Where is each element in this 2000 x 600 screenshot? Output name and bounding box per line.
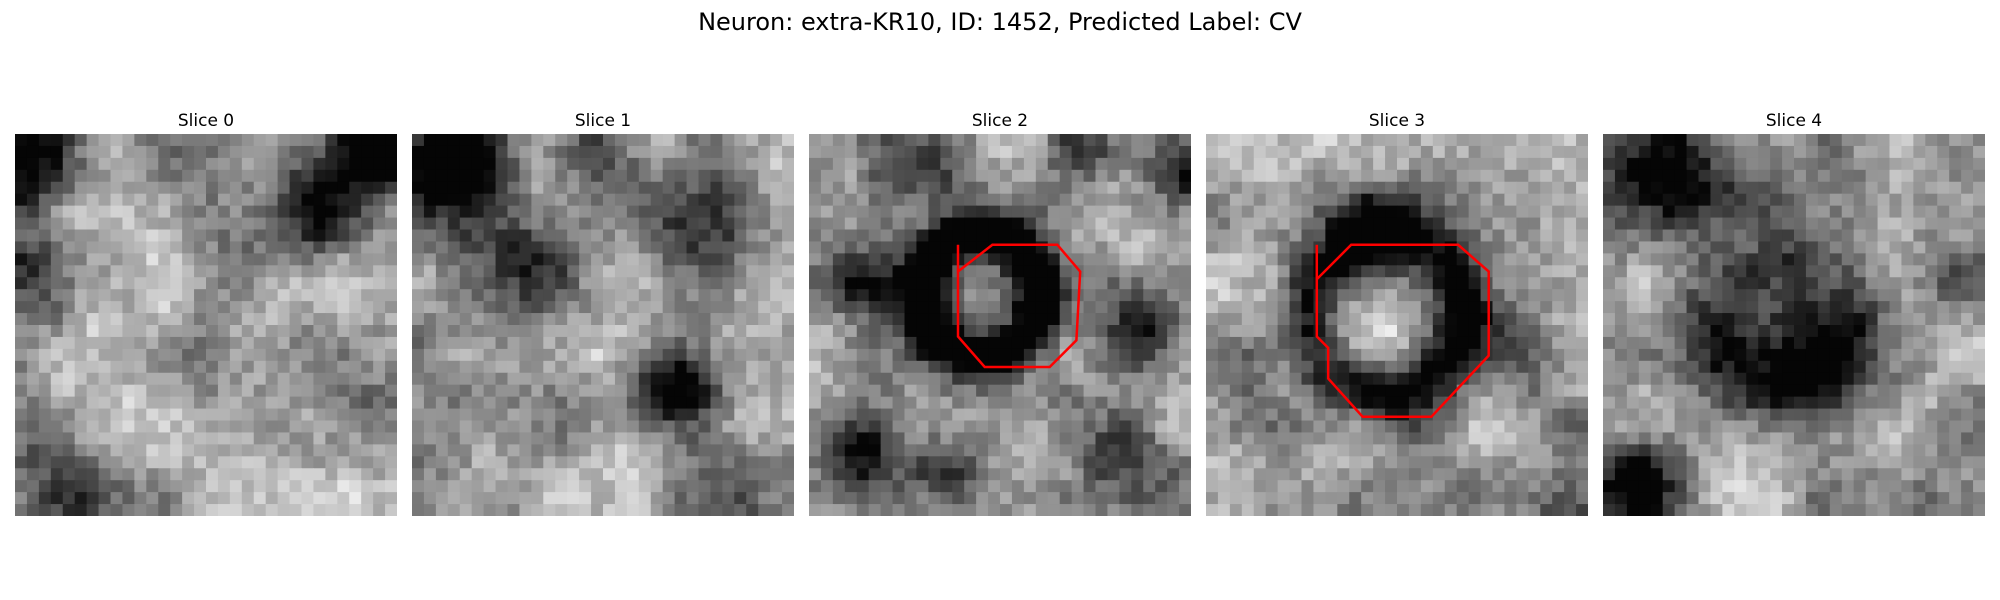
panel-title-slice-4: Slice 4 [1765, 111, 1823, 131]
panel-title-slice-3: Slice 3 [1368, 111, 1426, 131]
slice-image-2 [809, 134, 1191, 516]
slice-image-3 [1206, 134, 1588, 516]
slice-image-1 [412, 134, 794, 516]
slice-3-pixels [1206, 134, 1588, 516]
slice-1-pixels [412, 134, 794, 516]
panel-title-slice-0: Slice 0 [177, 111, 235, 131]
slice-2-pixels [809, 134, 1191, 516]
slice-image-4 [1603, 134, 1985, 516]
slice-image-0 [15, 134, 397, 516]
segmentation-contour-slice-2 [956, 243, 1082, 369]
slice-0-pixels [15, 134, 397, 516]
figure-title: Neuron: extra-KR10, ID: 1452, Predicted … [698, 8, 1302, 36]
segmentation-contour-slice-3 [1315, 243, 1490, 418]
panel-title-slice-2: Slice 2 [971, 111, 1029, 131]
panel-title-slice-1: Slice 1 [574, 111, 632, 131]
slice-4-pixels [1603, 134, 1985, 516]
